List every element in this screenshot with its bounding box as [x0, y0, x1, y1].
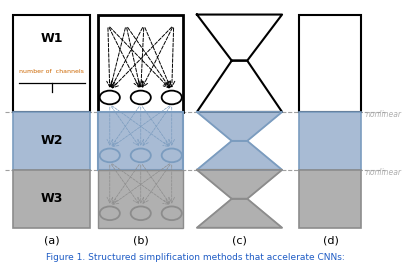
Bar: [98, 170, 183, 228]
Bar: [300, 112, 361, 170]
Circle shape: [162, 206, 182, 220]
Circle shape: [162, 148, 182, 162]
Circle shape: [131, 206, 151, 220]
Text: (a): (a): [44, 236, 59, 246]
Bar: [13, 112, 90, 170]
Text: number of  channels: number of channels: [19, 69, 84, 74]
Polygon shape: [197, 141, 282, 170]
Polygon shape: [197, 61, 282, 112]
Circle shape: [131, 148, 151, 162]
Circle shape: [131, 91, 151, 104]
Bar: [13, 170, 90, 228]
Bar: [300, 15, 361, 112]
Polygon shape: [197, 15, 282, 61]
Text: Figure 1. Structured simplification methods that accelerate CNNs:: Figure 1. Structured simplification meth…: [46, 253, 344, 262]
Text: (c): (c): [232, 236, 247, 246]
Bar: [98, 15, 183, 112]
Bar: [300, 170, 361, 228]
Text: W2: W2: [40, 134, 63, 147]
Polygon shape: [197, 199, 282, 228]
Circle shape: [100, 91, 120, 104]
Text: (d): (d): [322, 236, 338, 246]
Text: W3: W3: [41, 192, 63, 205]
Polygon shape: [197, 112, 282, 141]
Circle shape: [162, 91, 182, 104]
Text: nonlinear: nonlinear: [365, 110, 401, 119]
Circle shape: [100, 148, 120, 162]
Circle shape: [100, 206, 120, 220]
Bar: [98, 112, 183, 170]
Polygon shape: [197, 170, 282, 199]
Text: W1: W1: [40, 32, 63, 45]
Bar: [13, 15, 90, 112]
Text: (b): (b): [133, 236, 149, 246]
Text: nonlinear: nonlinear: [365, 168, 401, 177]
